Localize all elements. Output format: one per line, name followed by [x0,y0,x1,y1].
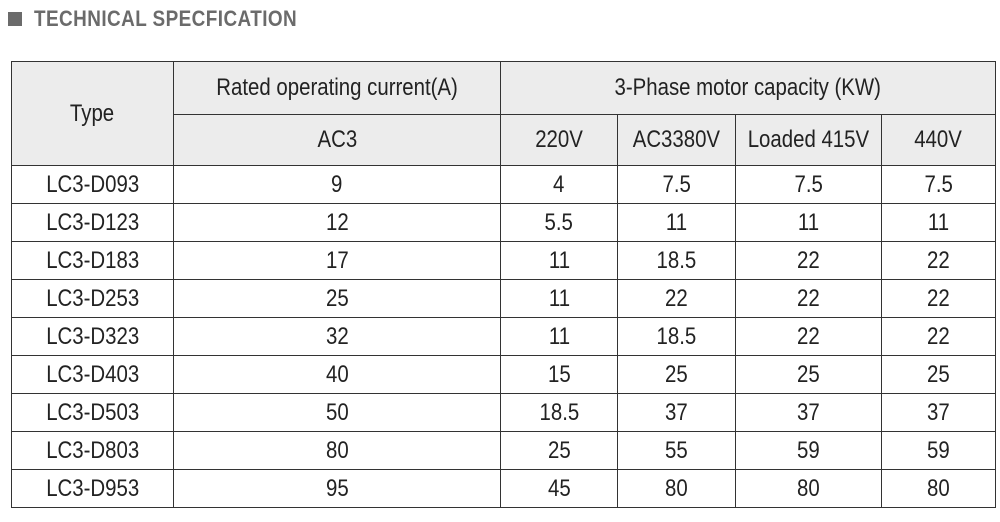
cell-type: LC3-D953 [11,469,174,508]
cell-ac3: 32 [173,317,501,356]
cell-380v: 37 [617,393,736,432]
table-row: LC3-D953 95 45 80 80 80 [11,469,996,508]
cell-440v: 25 [881,355,996,394]
cell-440v: 7.5 [881,165,996,204]
cell-ac3: 12 [173,203,501,242]
square-bullet-icon [8,12,22,26]
cell-220v: 11 [500,317,618,356]
cell-380v: 18.5 [617,241,736,280]
table-row: LC3-D803 80 25 55 59 59 [11,431,996,470]
cell-380v: 7.5 [617,165,736,204]
cell-type: LC3-D253 [11,279,174,318]
header-rated-current: Rated operating current(A) [173,61,501,115]
cell-415v: 59 [735,431,882,470]
cell-415v: 22 [735,317,882,356]
cell-220v: 15 [500,355,618,394]
table-row: LC3-D403 40 15 25 25 25 [11,355,996,394]
cell-type: LC3-D503 [11,393,174,432]
cell-440v: 22 [881,241,996,280]
cell-type: LC3-D093 [11,165,174,204]
cell-415v: 80 [735,469,882,508]
cell-220v: 45 [500,469,618,508]
header-220v: 220V [500,114,618,166]
cell-380v: 11 [617,203,736,242]
cell-220v: 4 [500,165,618,204]
header-motor-capacity: 3-Phase motor capacity (KW) [500,61,996,115]
cell-415v: 22 [735,241,882,280]
table-row: LC3-D093 9 4 7.5 7.5 7.5 [11,165,996,204]
cell-415v: 22 [735,279,882,318]
cell-ac3: 95 [173,469,501,508]
section-heading: TECHNICAL SPECFICATION [8,6,340,32]
header-440v: 440V [881,114,996,166]
cell-ac3: 50 [173,393,501,432]
table-row: LC3-D123 12 5.5 11 11 11 [11,203,996,242]
cell-ac3: 25 [173,279,501,318]
cell-440v: 11 [881,203,996,242]
cell-440v: 37 [881,393,996,432]
cell-440v: 22 [881,317,996,356]
cell-380v: 22 [617,279,736,318]
cell-380v: 25 [617,355,736,394]
cell-415v: 25 [735,355,882,394]
cell-ac3: 9 [173,165,501,204]
cell-415v: 37 [735,393,882,432]
cell-type: LC3-D803 [11,431,174,470]
cell-380v: 55 [617,431,736,470]
specification-table: Type Rated operating current(A) 3-Phase … [11,61,996,508]
header-row-sub: AC3 220V AC3380V Loaded 415V 440V [12,114,996,166]
cell-type: LC3-D183 [11,241,174,280]
cell-440v: 22 [881,279,996,318]
cell-440v: 59 [881,431,996,470]
cell-220v: 18.5 [500,393,618,432]
header-380v: AC3380V [617,114,736,166]
cell-220v: 5.5 [500,203,618,242]
header-type: Type [11,61,174,166]
table-body: LC3-D093 9 4 7.5 7.5 7.5 LC3-D123 12 5.5 11 11 11 LC… [11,165,996,508]
header-415v: Loaded 415V [735,114,882,166]
header-row-top: Type Rated operating current(A) 3-Phase … [11,61,996,166]
section-title: TECHNICAL SPECFICATION [34,6,298,31]
cell-type: LC3-D403 [11,355,174,394]
header-ac3: AC3 [173,114,501,166]
cell-440v: 80 [881,469,996,508]
cell-220v: 11 [500,279,618,318]
cell-ac3: 80 [173,431,501,470]
table-row: LC3-D183 17 11 18.5 22 22 [11,241,996,280]
cell-220v: 11 [500,241,618,280]
cell-ac3: 40 [173,355,501,394]
cell-415v: 11 [735,203,882,242]
cell-380v: 18.5 [617,317,736,356]
cell-type: LC3-D123 [11,203,174,242]
table-row: LC3-D323 32 11 18.5 22 22 [11,317,996,356]
cell-380v: 80 [617,469,736,508]
cell-415v: 7.5 [735,165,882,204]
cell-ac3: 17 [173,241,501,280]
table-row: LC3-D253 25 11 22 22 22 [11,279,996,318]
cell-220v: 25 [500,431,618,470]
table-row: LC3-D503 50 18.5 37 37 37 [11,393,996,432]
cell-type: LC3-D323 [11,317,174,356]
